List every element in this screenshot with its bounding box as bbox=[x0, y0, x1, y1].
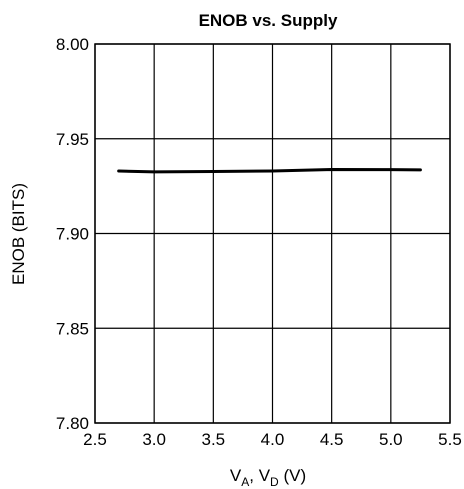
x-tick-label: 2.5 bbox=[83, 430, 107, 449]
plot-frame bbox=[94, 43, 451, 424]
y-tick-label: 7.95 bbox=[56, 130, 89, 149]
x-tick-label: 4.0 bbox=[261, 430, 285, 449]
x-tick-labels: 2.5 3.0 3.5 4.0 4.5 5.0 5.5 bbox=[83, 430, 462, 449]
series-layer bbox=[117, 167, 422, 174]
y-tick-label: 7.90 bbox=[56, 225, 89, 244]
chart-title: ENOB vs. Supply bbox=[199, 11, 338, 30]
x-tick-label: 3.5 bbox=[202, 430, 226, 449]
y-tick-labels: 8.00 7.95 7.90 7.85 7.80 bbox=[56, 35, 89, 433]
x-tick-label: 5.5 bbox=[438, 430, 462, 449]
x-axis-label: VA, VD (V) bbox=[230, 466, 306, 489]
grid bbox=[94, 43, 451, 424]
x-tick-label: 5.0 bbox=[379, 430, 403, 449]
y-axis-label: ENOB (BITS) bbox=[9, 183, 28, 285]
y-tick-label: 7.85 bbox=[56, 319, 89, 338]
x-tick-label: 3.0 bbox=[142, 430, 166, 449]
series-line bbox=[117, 167, 422, 174]
y-tick-label: 8.00 bbox=[56, 35, 89, 54]
x-tick-label: 4.5 bbox=[320, 430, 344, 449]
y-tick-label: 7.80 bbox=[56, 414, 89, 433]
